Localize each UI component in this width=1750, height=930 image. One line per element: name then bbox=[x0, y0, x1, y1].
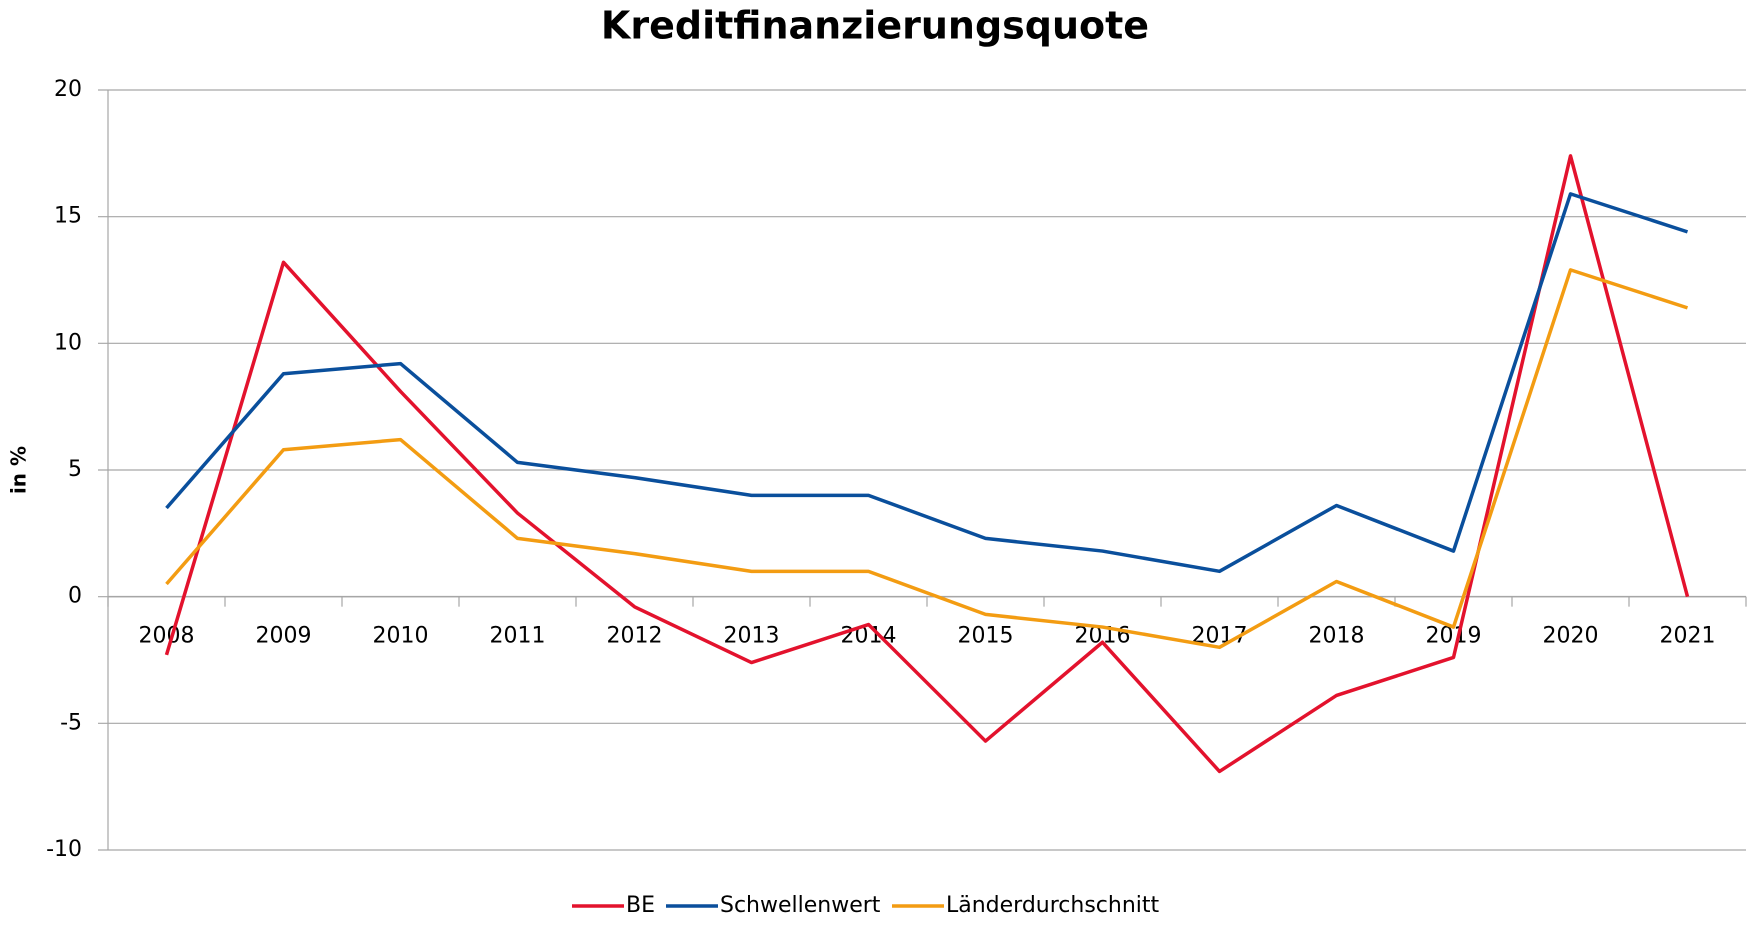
y-tick-label: 20 bbox=[54, 77, 82, 102]
y-tick-label: 10 bbox=[54, 330, 82, 355]
line-series bbox=[165, 192, 1689, 574]
y-tick-label: 0 bbox=[68, 584, 82, 609]
x-tick-label: 2010 bbox=[373, 624, 429, 649]
y-tick-label: 15 bbox=[54, 204, 82, 229]
y-tick-label: -10 bbox=[46, 837, 82, 862]
y-tick-label: 5 bbox=[68, 457, 82, 482]
x-tick-label: 2018 bbox=[1309, 624, 1365, 649]
x-tick-label: 2011 bbox=[490, 624, 546, 649]
x-tick-label: 2012 bbox=[607, 624, 663, 649]
line-series bbox=[164, 154, 1690, 774]
x-tick-label: 2015 bbox=[958, 624, 1014, 649]
legend-label: BE bbox=[626, 893, 655, 918]
line-series bbox=[165, 268, 1689, 650]
x-tick-label: 2021 bbox=[1660, 624, 1716, 649]
legend-label: Schwellenwert bbox=[720, 893, 881, 918]
legend-label: Länderdurchschnitt bbox=[946, 893, 1160, 918]
x-tick-label: 2020 bbox=[1543, 624, 1599, 649]
x-tick-label: 2013 bbox=[724, 624, 780, 649]
y-tick-label: -5 bbox=[60, 710, 82, 735]
x-tick-label: 2008 bbox=[139, 624, 195, 649]
y-axis-label: in % bbox=[7, 446, 31, 494]
chart-title: Kreditfinanzierungsquote bbox=[601, 4, 1149, 48]
x-tick-label: 2009 bbox=[256, 624, 312, 649]
